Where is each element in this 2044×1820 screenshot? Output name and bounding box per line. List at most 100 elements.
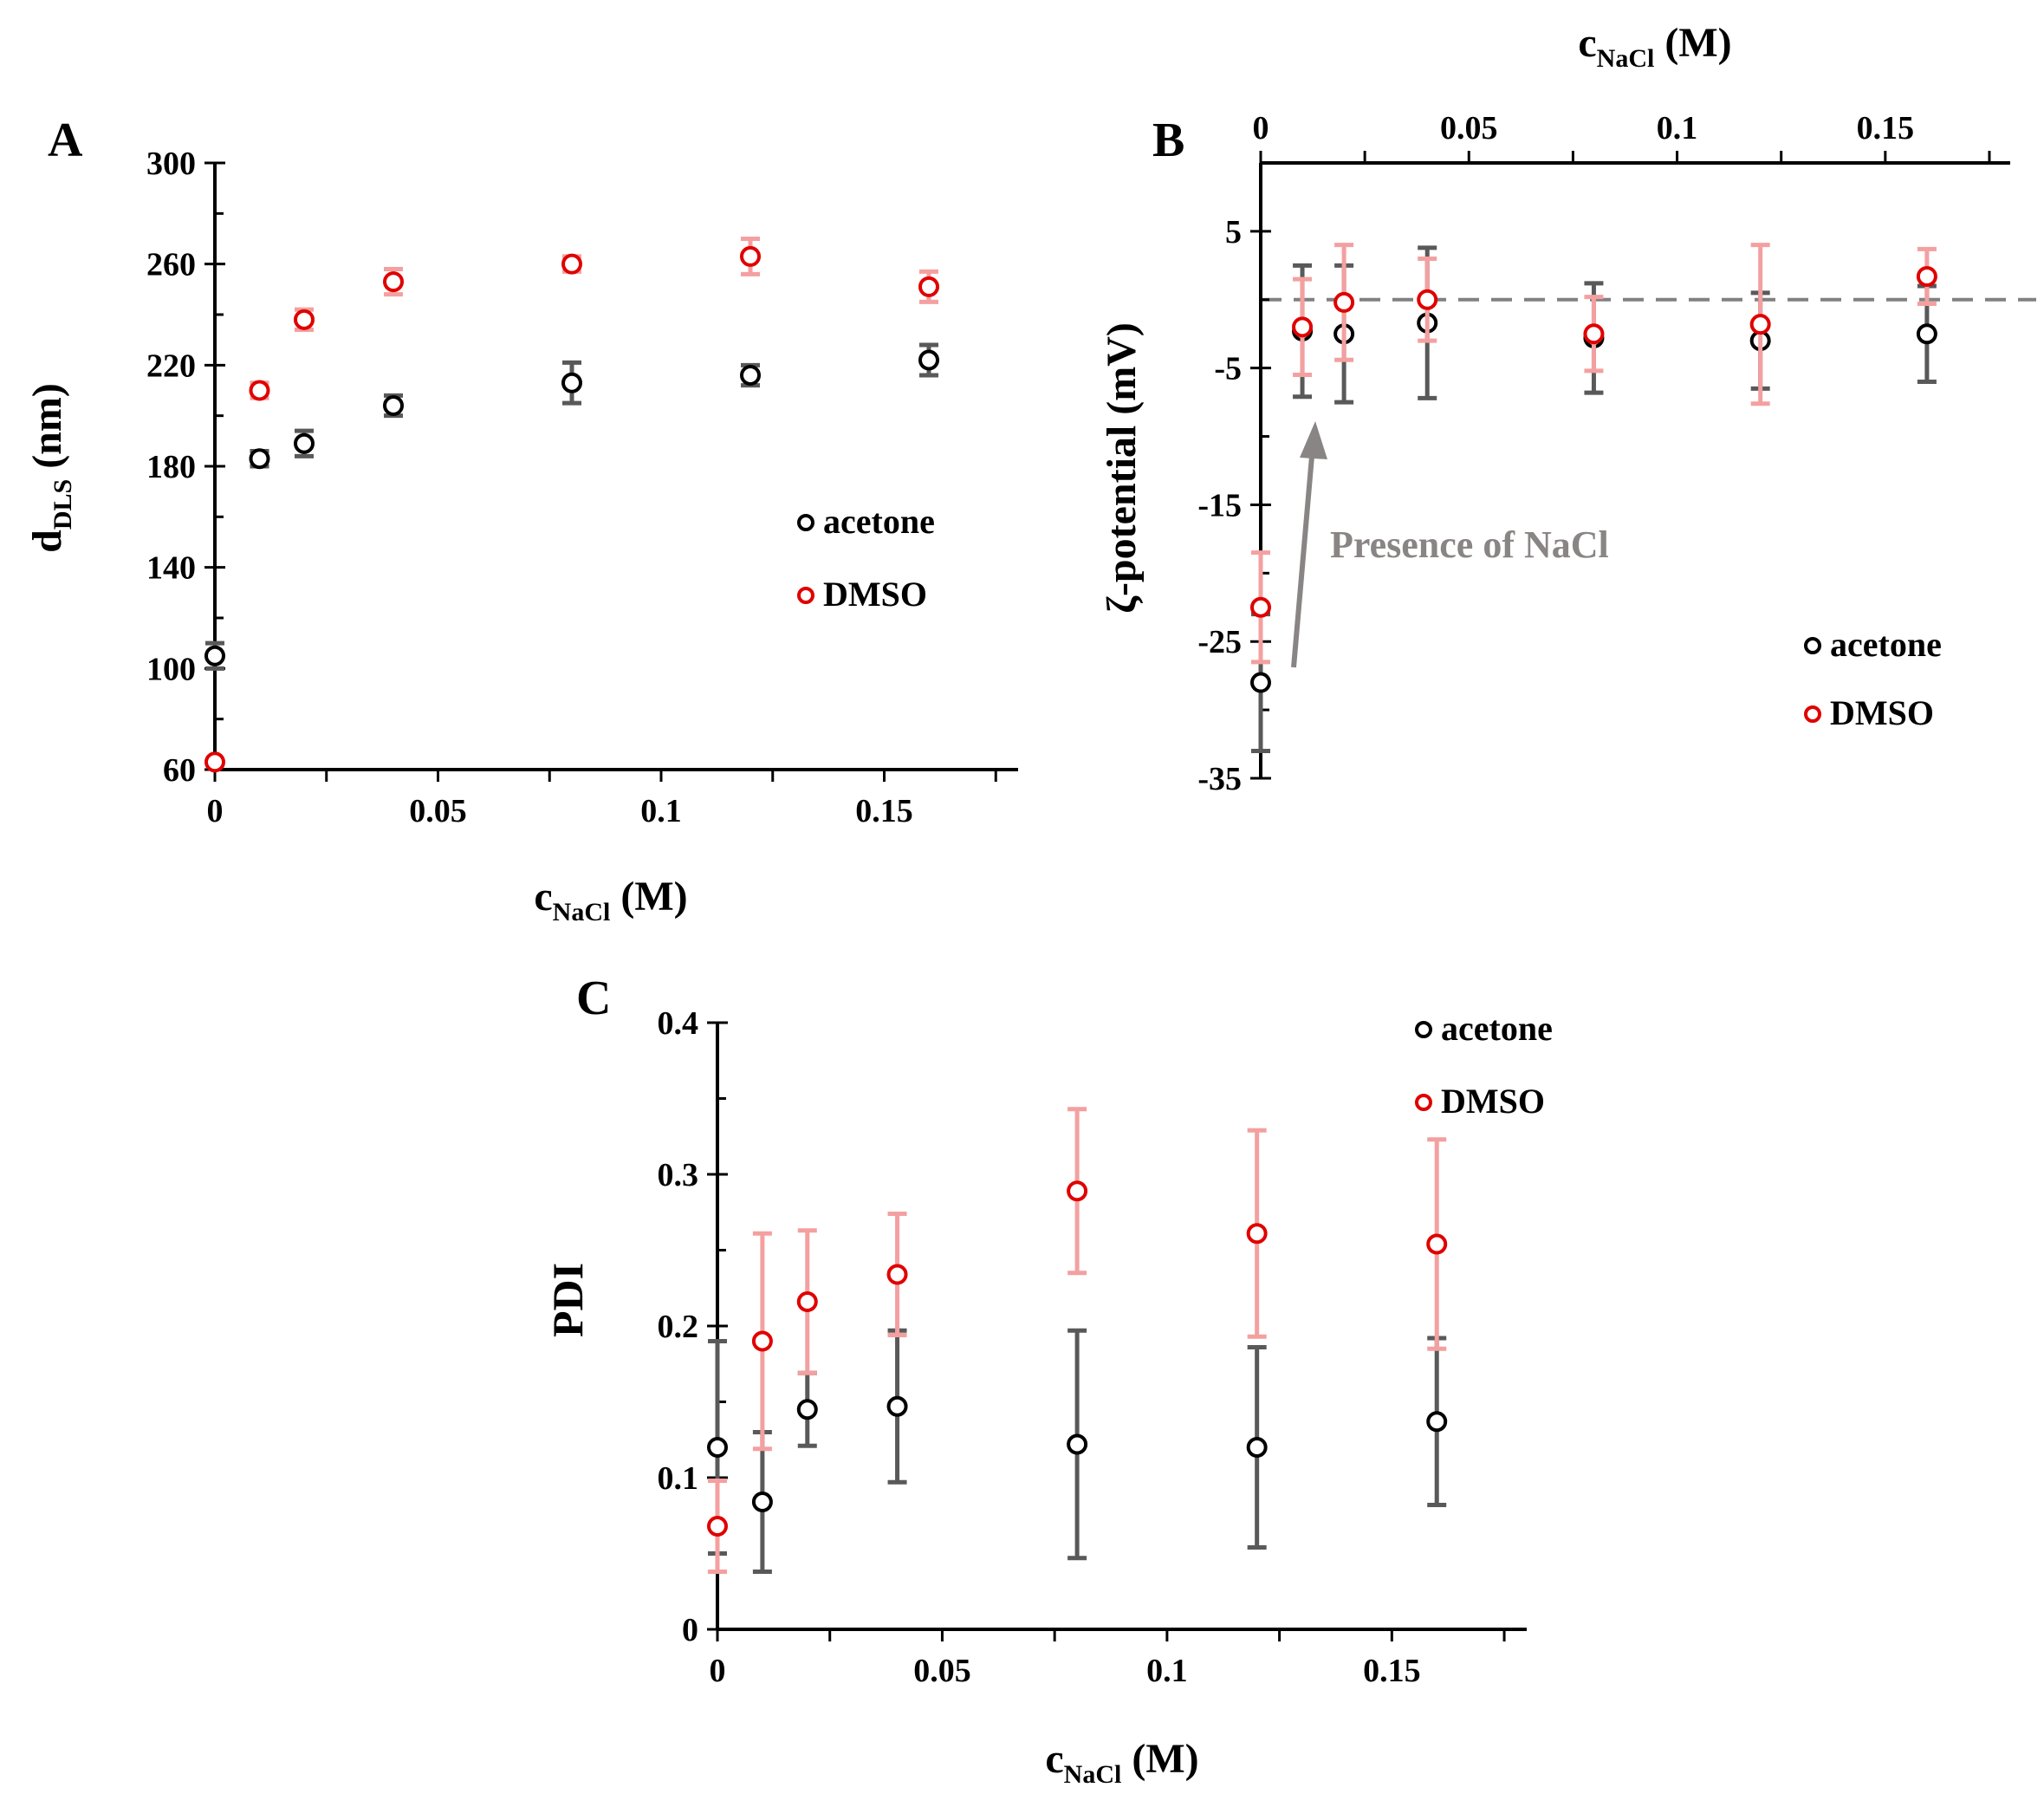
- panel-b: B 0 0.05 0.1 0.15 -35 -25 -15 -5 5 cNaCl (M) ζ-…: [1099, 20, 2036, 797]
- panel-a-legend: acetone DMSO: [797, 502, 935, 614]
- panel-a-x-label-sub: NaCl: [553, 898, 611, 926]
- x-tick-label: 0.15: [1363, 1653, 1421, 1689]
- panel-c-legend: acetone DMSO: [1415, 1009, 1553, 1121]
- y-tick-label: -5: [1214, 351, 1242, 387]
- legend-dmso-marker: [1415, 1094, 1432, 1111]
- y-tick-label: 0.3: [658, 1157, 699, 1193]
- panel-a-y-label-main: d: [24, 530, 70, 553]
- acetone-data-point: [1246, 1437, 1268, 1458]
- dmso-data-point: [1426, 1233, 1448, 1255]
- panel-b-letter: B: [1152, 114, 1184, 167]
- y-tick-label: 0.1: [658, 1460, 699, 1497]
- dmso-data-point: [1292, 316, 1314, 338]
- legend-acetone-marker: [797, 514, 814, 531]
- y-tick-label: 5: [1225, 214, 1242, 250]
- panel-b-y-tick-labels: -35 -25 -15 -5 5: [1197, 214, 1242, 797]
- acetone-data-point: [1426, 1411, 1448, 1433]
- panel-c-x-axis-label: cNaCl (M): [1045, 1736, 1198, 1789]
- dmso-data-point: [1333, 291, 1355, 313]
- acetone-data-point: [204, 645, 225, 666]
- panel-c-x-label-main: c: [1045, 1736, 1063, 1782]
- panel-b-x-label-sub: NaCl: [1597, 44, 1655, 73]
- dmso-data-point: [249, 380, 270, 401]
- dmso-data-point: [1749, 314, 1771, 335]
- dmso-data-point: [1916, 265, 1937, 287]
- x-tick-label: 0.05: [913, 1653, 971, 1689]
- dmso-data-point: [796, 1291, 818, 1312]
- y-tick-label: 100: [146, 651, 196, 687]
- panel-a-y-label-unit: (nm): [24, 383, 70, 479]
- y-tick-label: 260: [146, 247, 196, 283]
- panel-a-letter: A: [48, 114, 83, 167]
- legend-dmso-marker: [797, 587, 814, 604]
- y-tick-label: 180: [146, 449, 196, 485]
- panel-a-x-label-unit: (M): [610, 874, 687, 920]
- panel-a-y-tick-labels: 60 100 140 180 220 260 300: [146, 146, 196, 789]
- panel-b-data-points: [1250, 243, 1937, 753]
- y-tick-label: 300: [146, 146, 196, 182]
- panel-c-x-tick-labels: 0 0.05 0.1 0.15: [710, 1653, 1421, 1689]
- x-tick-label: 0: [207, 793, 224, 829]
- dmso-data-point: [1583, 323, 1605, 345]
- acetone-data-point: [918, 349, 939, 371]
- dmso-data-point: [751, 1330, 773, 1352]
- panel-a-data-points: [204, 237, 939, 773]
- x-tick-label: 0: [1253, 110, 1269, 146]
- y-tick-label: -25: [1197, 624, 1242, 660]
- panel-c-data-points: [707, 1107, 1448, 1574]
- acetone-data-point: [294, 432, 315, 454]
- y-tick-label: -15: [1197, 487, 1242, 523]
- y-tick-label: 60: [163, 752, 196, 789]
- x-tick-label: 0.05: [409, 793, 467, 829]
- x-tick-label: 0.15: [855, 793, 913, 829]
- y-tick-label: 0.2: [658, 1309, 699, 1345]
- legend-dmso-label: DMSO: [823, 575, 927, 614]
- acetone-data-point: [751, 1492, 773, 1512]
- legend-acetone-marker: [1804, 637, 1821, 654]
- dmso-data-point: [204, 751, 225, 773]
- x-tick-label: 0.1: [1657, 110, 1698, 146]
- panel-b-annotation-arrow: [1291, 421, 1327, 668]
- acetone-data-point: [249, 448, 270, 470]
- dmso-data-point: [918, 276, 939, 297]
- acetone-data-point: [707, 1437, 728, 1458]
- legend-dmso-marker: [1804, 705, 1821, 723]
- panel-c-y-tick-labels: 0 0.1 0.2 0.3 0.4: [658, 1005, 699, 1648]
- panel-a-y-label-sub: DLS: [49, 479, 77, 530]
- panel-a: A 0 0.05 0.1 0.15 60 100 140 180 220 260 300 cNaC…: [24, 114, 1018, 926]
- panel-b-axes: [1250, 151, 2010, 780]
- y-tick-label: -35: [1197, 761, 1242, 797]
- dmso-data-point: [561, 253, 582, 275]
- acetone-data-point: [383, 395, 404, 416]
- acetone-data-point: [1067, 1433, 1088, 1455]
- y-tick-label: 0: [682, 1612, 698, 1648]
- panel-c-x-label-sub: NaCl: [1064, 1760, 1122, 1789]
- acetone-data-point: [740, 365, 761, 386]
- panel-b-x-tick-labels: 0 0.05 0.1 0.15: [1253, 110, 1915, 146]
- panel-c-x-label-unit: (M): [1121, 1736, 1198, 1782]
- acetone-data-point: [1916, 323, 1937, 345]
- panel-b-legend: acetone DMSO: [1804, 625, 1942, 732]
- panel-b-annotation: Presence of NaCl: [1330, 523, 1609, 566]
- panel-a-x-tick-labels: 0 0.05 0.1 0.15: [207, 793, 913, 829]
- panel-b-x-axis-label: cNaCl (M): [1578, 20, 1731, 73]
- panel-a-y-axis-label: dDLS (nm): [24, 383, 77, 553]
- panel-a-axes: [204, 161, 1018, 782]
- x-tick-label: 0: [710, 1653, 726, 1689]
- acetone-data-point: [561, 372, 582, 393]
- dmso-data-point: [383, 271, 404, 293]
- legend-acetone-label: acetone: [823, 502, 935, 541]
- acetone-data-point: [1250, 672, 1271, 693]
- dmso-data-point: [707, 1516, 728, 1537]
- panel-b-x-label-unit: (M): [1654, 20, 1731, 66]
- dmso-data-point: [1067, 1180, 1088, 1202]
- panel-c-axes: [707, 1021, 1527, 1641]
- dmso-data-point: [1246, 1223, 1268, 1245]
- dmso-data-point: [1417, 289, 1438, 310]
- legend-acetone-marker: [1415, 1021, 1432, 1038]
- x-tick-label: 0.15: [1857, 110, 1915, 146]
- panel-c-y-axis-label: PDI: [543, 1263, 592, 1337]
- y-tick-label: 0.4: [658, 1005, 699, 1042]
- dmso-data-point: [740, 245, 761, 267]
